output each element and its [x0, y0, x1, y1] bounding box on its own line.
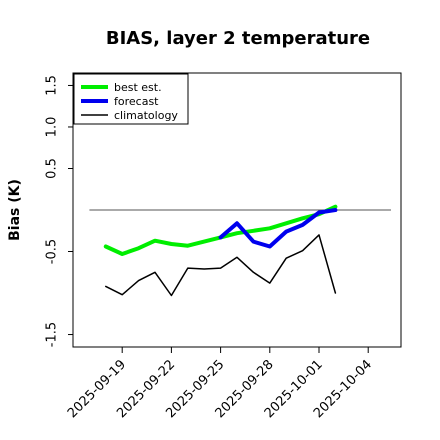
- y-tick-label: 1.0: [45, 117, 60, 138]
- series-line-best-est: [103, 204, 338, 256]
- x-ticks: 2025-09-192025-09-222025-09-252025-09-28…: [65, 347, 375, 421]
- legend-label-best-est: best est.: [114, 81, 162, 94]
- y-axis-label: Bias (K): [7, 179, 23, 241]
- legend-label-climatology: climatology: [114, 109, 178, 122]
- plot-frame: [72, 72, 402, 348]
- y-tick-label: -0.5: [45, 239, 60, 264]
- legend-label-forecast: forecast: [114, 95, 159, 108]
- chart-title: BIAS, layer 2 temperature: [106, 28, 370, 49]
- y-ticks: -1.5 -0.5 0.5 1.0 1.5: [45, 75, 73, 347]
- legend: best est. forecast climatology: [73, 73, 189, 125]
- series-lines: [103, 204, 338, 297]
- y-tick-label: 0.5: [45, 158, 60, 179]
- y-tick-label: -1.5: [45, 322, 60, 347]
- series-line-forecast: [218, 208, 338, 249]
- series-line-climatology: [105, 234, 337, 297]
- y-tick-label: 1.5: [45, 75, 60, 96]
